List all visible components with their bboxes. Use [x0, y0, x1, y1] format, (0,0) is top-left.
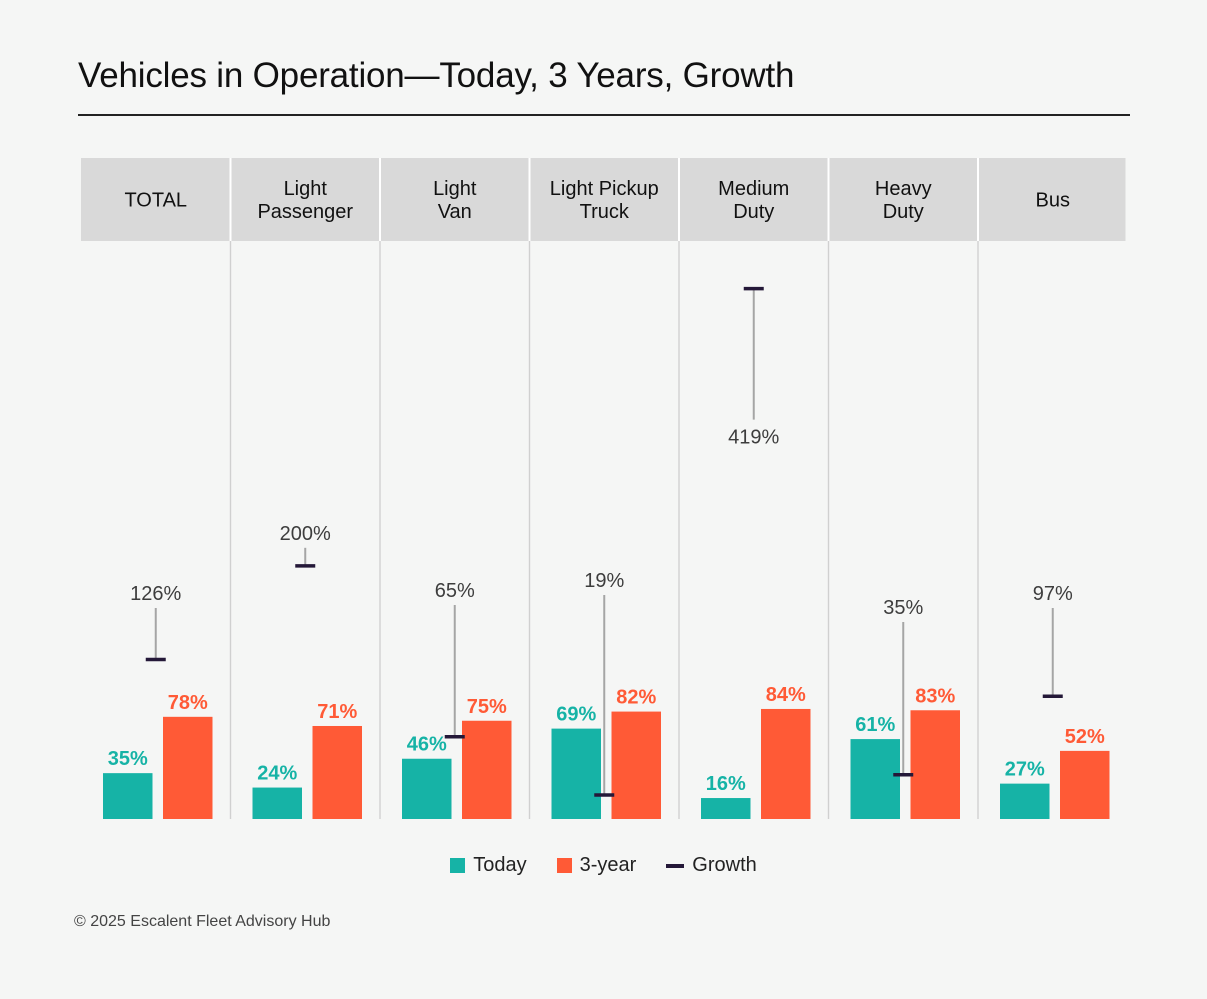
title-divider: [78, 114, 1130, 116]
data-label-growth-light-van: 65%: [435, 580, 475, 602]
legend: Today 3-year Growth: [0, 854, 1207, 877]
chart-title: Vehicles in Operation—Today, 3 Years, Gr…: [78, 56, 795, 95]
data-label-today-medium-duty: 16%: [706, 773, 746, 795]
legend-label-today: Today: [473, 854, 527, 876]
data-label-3-year-light-passenger: 71%: [317, 701, 357, 723]
category-label-light-pickup-truck: Truck: [580, 201, 630, 223]
bar-3-year-heavy-duty: [910, 710, 960, 819]
bar-3-year-total: [163, 716, 213, 819]
category-label-total: TOTAL: [124, 190, 187, 212]
data-label-growth-bus: 97%: [1033, 583, 1073, 605]
bar-3-year-bus: [1060, 750, 1110, 819]
category-label-heavy-duty: Heavy: [875, 178, 932, 200]
bar-3-year-light-van: [462, 720, 512, 819]
bar-today-light-pickup-truck: [551, 728, 601, 819]
legend-item-3-year: 3-year: [556, 854, 637, 877]
bar-3-year-medium-duty: [761, 708, 811, 819]
category-header-band: [81, 158, 1126, 241]
category-label-medium-duty: Duty: [733, 201, 774, 223]
data-label-3-year-heavy-duty: 83%: [915, 685, 955, 707]
data-label-growth-heavy-duty: 35%: [883, 597, 923, 619]
bar-today-light-passenger: [252, 787, 302, 819]
bar-3-year-light-passenger: [312, 725, 362, 819]
category-label-medium-duty: Medium: [718, 178, 789, 200]
data-label-today-light-van: 46%: [407, 734, 447, 756]
data-label-growth-light-pickup-truck: 19%: [584, 570, 624, 592]
data-label-growth-total: 126%: [130, 583, 181, 605]
data-label-3-year-total: 78%: [168, 692, 208, 714]
bar-today-total: [103, 773, 153, 819]
category-label-light-van: Van: [438, 201, 472, 223]
legend-item-today: Today: [450, 854, 527, 877]
data-label-today-total: 35%: [108, 748, 148, 770]
data-label-growth-light-passenger: 200%: [280, 523, 331, 545]
category-label-bus: Bus: [1036, 190, 1070, 212]
legend-item-growth: Growth: [666, 854, 757, 877]
legend-label-growth: Growth: [692, 854, 757, 876]
bar-today-bus: [1000, 783, 1050, 819]
category-label-light-pickup-truck: Light Pickup: [550, 178, 659, 200]
legend-swatch-3-year: [556, 858, 572, 873]
legend-swatch-growth: [666, 863, 685, 868]
data-label-today-heavy-duty: 61%: [855, 714, 895, 736]
data-label-3-year-medium-duty: 84%: [766, 684, 806, 706]
category-label-light-van: Light: [433, 178, 477, 200]
data-label-growth-medium-duty: 419%: [728, 427, 779, 449]
data-label-today-light-passenger: 24%: [257, 763, 297, 785]
legend-label-3-year: 3-year: [579, 854, 637, 876]
category-label-light-passenger: Passenger: [257, 201, 353, 223]
copyright-footer: © 2025 Escalent Fleet Advisory Hub: [74, 913, 331, 930]
bar-today-light-van: [402, 758, 452, 819]
data-label-3-year-light-pickup-truck: 82%: [616, 687, 656, 709]
legend-swatch-today: [450, 858, 466, 873]
bar-today-heavy-duty: [850, 739, 900, 819]
data-label-3-year-light-van: 75%: [467, 696, 507, 718]
bar-3-year-light-pickup-truck: [611, 711, 661, 819]
category-label-light-passenger: Light: [284, 178, 328, 200]
data-label-today-bus: 27%: [1005, 759, 1045, 781]
data-label-3-year-bus: 52%: [1065, 726, 1105, 748]
data-label-today-light-pickup-truck: 69%: [556, 704, 596, 726]
bar-today-medium-duty: [701, 798, 751, 819]
category-label-heavy-duty: Duty: [883, 201, 924, 223]
